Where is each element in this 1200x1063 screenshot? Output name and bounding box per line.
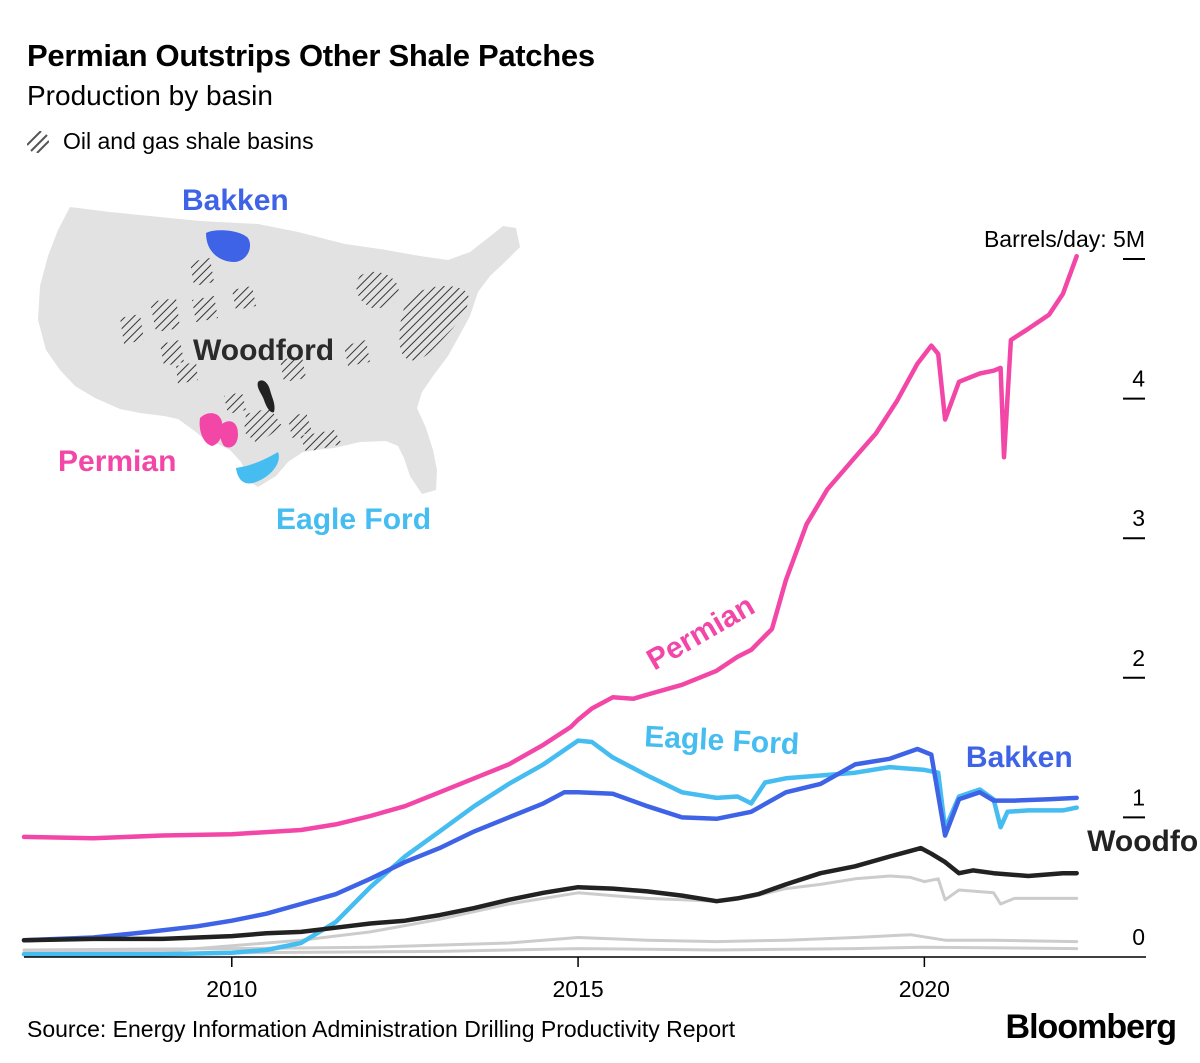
series-line-bakken (21, 746, 1079, 943)
permian-basin (199, 413, 238, 448)
eagle-ford-basin (236, 452, 279, 484)
series-layer (21, 253, 1079, 957)
woodford-basin (257, 380, 275, 413)
series-line-woodford (21, 845, 1079, 943)
shale-basins (120, 258, 469, 452)
y-tick-label-0: 0 (1132, 924, 1145, 950)
chart-subtitle: Production by basin (27, 80, 273, 111)
series-line-other-basin-2 (22, 933, 1079, 952)
series-line-other-basin-1 (22, 874, 1079, 955)
y-tick-label-2: 2 (1132, 645, 1145, 671)
series-line-other-basin-3 (22, 945, 1079, 956)
map-legend-label: Oil and gas shale basins (63, 128, 314, 154)
series-label-woodford: Woodford (1087, 825, 1200, 858)
source-note: Source: Energy Information Administratio… (27, 1016, 736, 1042)
series-label-eagle-ford: Eagle Ford (644, 720, 801, 761)
map-labels: Bakken Woodford Permian Eagle Ford (58, 184, 431, 536)
series-label-permian: Permian (641, 589, 760, 677)
x-tick-label-2010: 2010 (206, 976, 257, 1002)
map-label-eagle-ford: Eagle Ford (276, 503, 431, 536)
map-legend: Oil and gas shale basins (27, 128, 314, 155)
axis-layer: 2010 2015 2020 0 1 2 3 4 Barrels/day: 5M (24, 226, 1146, 1002)
bloomberg-logo: Bloomberg (1005, 1008, 1177, 1046)
chart-title: Permian Outstrips Other Shale Patches (27, 38, 595, 73)
series-line-eagle-ford (21, 738, 1079, 957)
us-landmass (38, 207, 520, 494)
y-tick-label-3: 3 (1132, 505, 1145, 531)
map-label-permian: Permian (58, 445, 176, 478)
y-tick-label-4: 4 (1132, 366, 1145, 392)
series-label-bakken: Bakken (966, 741, 1073, 774)
y-tick-label-5: Barrels/day: 5M (984, 226, 1145, 252)
series-line-permian (21, 253, 1079, 841)
map-label-bakken: Bakken (182, 184, 289, 217)
hatch-swatch-icon (27, 130, 49, 153)
x-tick-label-2020: 2020 (899, 976, 950, 1002)
map-label-woodford: Woodford (193, 334, 334, 367)
x-tick-label-2015: 2015 (552, 976, 603, 1002)
us-map (38, 207, 520, 494)
y-tick-label-1: 1 (1132, 784, 1145, 810)
bakken-basin (206, 230, 251, 262)
